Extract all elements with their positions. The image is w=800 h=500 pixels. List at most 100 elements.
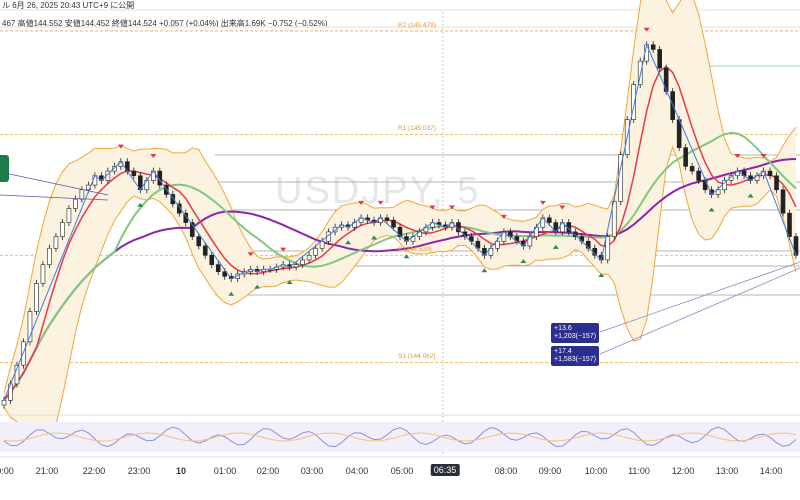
candle-body bbox=[650, 44, 656, 50]
candle-body bbox=[1, 400, 7, 406]
candle-body bbox=[384, 217, 390, 221]
swing-low-marker bbox=[137, 202, 144, 207]
time-axis-label: 08:00 bbox=[494, 466, 518, 476]
trade-label[interactable]: +13.6 +1,203(−157) bbox=[551, 323, 600, 343]
oscillator-signal bbox=[3, 432, 797, 442]
swing-high-marker bbox=[448, 205, 455, 210]
time-axis-label: 03:00 bbox=[300, 466, 324, 476]
trade-amount: +1,203(−157) bbox=[554, 333, 597, 340]
swing-low-marker bbox=[747, 193, 754, 198]
swing-low-marker bbox=[254, 284, 261, 289]
swing-high-marker bbox=[559, 205, 566, 210]
zigzag-line bbox=[3, 43, 797, 401]
swing-high-marker bbox=[150, 154, 157, 159]
swing-high-marker bbox=[280, 247, 287, 252]
swing-high-marker bbox=[539, 200, 546, 205]
candle-body bbox=[131, 170, 137, 177]
swing-low-marker bbox=[403, 254, 410, 259]
candle-body bbox=[611, 201, 617, 237]
candle-body bbox=[605, 236, 611, 261]
candle-body bbox=[689, 166, 695, 172]
candle-body bbox=[34, 283, 39, 312]
symbol-header: ル 6月 26, 2025 20:43 UTC+9 に公開 467 高値144.… bbox=[0, 0, 800, 28]
candle-body bbox=[631, 84, 637, 120]
trade-label[interactable]: +17.4 +1,583(−157) bbox=[551, 346, 600, 366]
candle-body bbox=[547, 217, 552, 223]
trend-line bbox=[0, 171, 109, 196]
candle-body bbox=[209, 254, 215, 265]
trade-pips: +13.6 bbox=[554, 325, 572, 332]
candle-body bbox=[53, 236, 59, 249]
time-axis-label: 04:00 bbox=[345, 466, 369, 476]
candle-body bbox=[189, 222, 195, 237]
time-axis-label: 10:00 bbox=[584, 466, 608, 476]
bollinger-upper bbox=[3, 0, 797, 394]
time-axis-label: 06:35 bbox=[430, 464, 460, 476]
pivot-label-s1: S1 (144.062) bbox=[398, 353, 436, 361]
candle-body bbox=[306, 254, 312, 261]
candle-body bbox=[40, 264, 46, 284]
candle-body bbox=[780, 189, 786, 214]
candle-body bbox=[637, 60, 643, 85]
candle-body bbox=[27, 311, 33, 343]
time-axis-label: 09:00 bbox=[538, 466, 562, 476]
candle-body bbox=[774, 175, 779, 191]
candle-body bbox=[215, 264, 221, 272]
candle-body bbox=[176, 203, 182, 214]
swing-high-marker bbox=[643, 27, 650, 32]
swing-low-marker bbox=[552, 244, 559, 249]
time-axis-label: 12:00 bbox=[671, 466, 695, 476]
pivot-label-p: P (144.520) bbox=[398, 246, 432, 254]
swing-low-marker bbox=[228, 291, 235, 296]
swing-low-marker bbox=[481, 268, 488, 273]
swing-low-marker bbox=[520, 258, 527, 263]
candle-body bbox=[79, 189, 85, 200]
candle-body bbox=[469, 236, 474, 242]
candle-body bbox=[696, 170, 701, 181]
pivot-label-r2: R2 (145.479) bbox=[398, 21, 436, 29]
trade-pips: +17.4 bbox=[554, 348, 572, 355]
time-axis-label: 0:00 bbox=[0, 466, 14, 476]
candle-body bbox=[73, 198, 78, 209]
candle-body bbox=[391, 219, 396, 228]
trade-amount: +1,583(−157) bbox=[554, 356, 597, 363]
candle-body bbox=[663, 67, 669, 92]
candle-body bbox=[787, 212, 792, 237]
swing-low-marker bbox=[371, 235, 378, 240]
candle-body bbox=[683, 147, 688, 167]
ma-slow-line bbox=[3, 158, 797, 401]
time-axis-label: 23:00 bbox=[127, 466, 151, 476]
trend-line bbox=[599, 267, 800, 355]
candle-body bbox=[66, 208, 72, 223]
candle-body bbox=[657, 49, 662, 69]
candle-body bbox=[112, 166, 117, 172]
swing-high-marker bbox=[247, 252, 254, 257]
time-axis-label: 11:00 bbox=[628, 466, 650, 476]
candle-body bbox=[767, 170, 773, 177]
swing-high-marker bbox=[358, 200, 365, 205]
candle-body bbox=[21, 341, 26, 366]
candle-body bbox=[585, 240, 591, 249]
candle-body bbox=[202, 245, 208, 256]
buy-marker[interactable] bbox=[0, 155, 9, 182]
swing-high-marker bbox=[117, 144, 124, 149]
time-axis-label: 22:00 bbox=[82, 466, 106, 476]
candle-body bbox=[222, 271, 228, 277]
time-axis-label: 10 bbox=[175, 466, 187, 476]
time-axis-label: 05:00 bbox=[390, 466, 414, 476]
bollinger-lower bbox=[3, 145, 797, 450]
candle-body bbox=[495, 240, 500, 249]
candle-body bbox=[8, 383, 13, 401]
candle-body bbox=[300, 259, 305, 265]
swing-low-marker bbox=[708, 207, 715, 212]
trend-line bbox=[599, 261, 800, 333]
ohlc-info: 467 高値144.552 安値144.452 終値144.524 +0.057… bbox=[2, 19, 328, 28]
candle-body bbox=[293, 264, 299, 268]
time-axis-label: 02:00 bbox=[256, 466, 280, 476]
candle-body bbox=[572, 231, 578, 237]
candle-body bbox=[313, 247, 318, 256]
swing-high-marker bbox=[377, 200, 384, 205]
swing-low-marker bbox=[345, 240, 352, 245]
time-axis-label: 14:00 bbox=[759, 466, 783, 476]
